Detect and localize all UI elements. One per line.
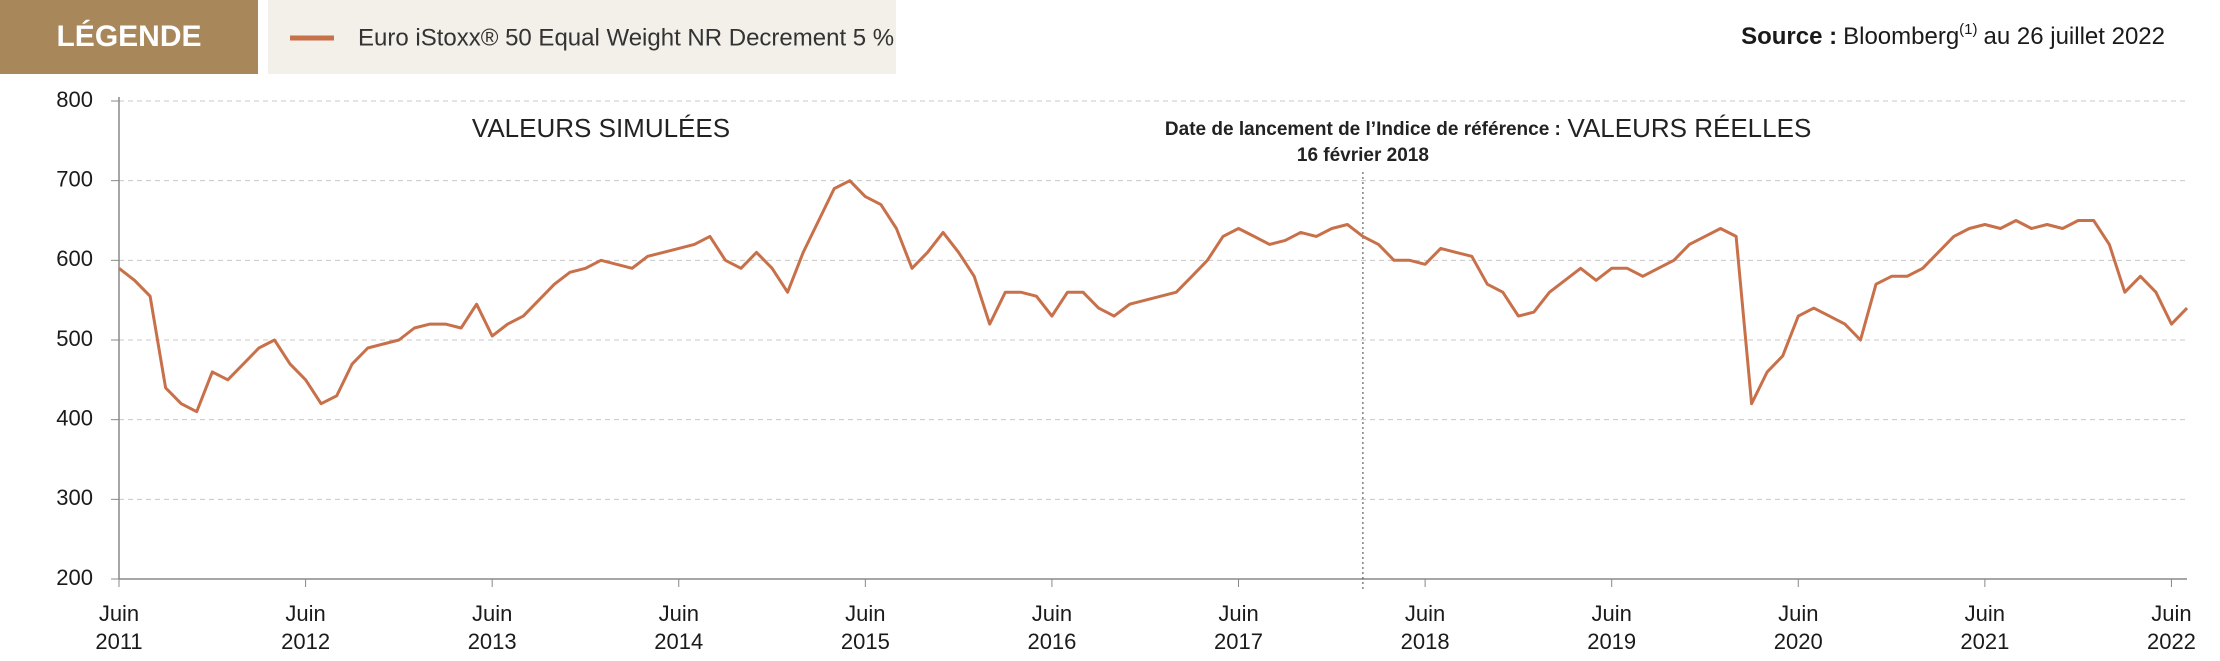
y-tick-label: 200 [56,565,93,590]
x-tick-label-line: 2015 [841,629,890,654]
x-tick-label-line: 2014 [654,629,703,654]
x-tick-label-line: 2018 [1401,629,1450,654]
annotation: VALEURS RÉELLES [1568,113,1812,143]
x-tick-label-line: 2021 [1960,629,2009,654]
x-tick-label: Juin 2012 [281,601,330,654]
y-tick-label: 700 [56,166,93,191]
legend-title: LÉGENDE [56,19,201,53]
x-tick-label-line: 2011 [95,629,142,654]
x-tick-label: Juin 2015 [841,601,890,654]
x-tick-label: Juin 2016 [1027,601,1076,654]
x-tick-label: Juin 2021 [1960,601,2009,654]
y-tick-label: 500 [56,326,93,351]
legend-label: Euro iStoxx® 50 Equal Weight NR Decremen… [358,24,894,51]
source-label: Source : [1741,23,1837,50]
x-tick-label: Juin 2011 [95,601,142,654]
launch-label: 16 février 2018 [1297,145,1429,166]
x-tick-label-line: 2019 [1587,629,1636,654]
x-tick-label-line: 2012 [281,629,330,654]
x-tick-label: Juin 2017 [1214,601,1263,654]
source-text: Bloomberg [1843,23,1959,50]
y-tick-label: 400 [56,405,93,430]
launch-label: Date de lancement de l’Indice de référen… [1165,119,1561,140]
x-tick-label-line: 2020 [1774,629,1823,654]
x-tick-label: Juin 2013 [468,601,517,654]
x-tick-label-line: Juin [845,601,885,626]
x-tick-label-line: Juin [1965,601,2005,626]
x-tick-label-line: 2017 [1214,629,1263,654]
annotation: VALEURS SIMULÉES [472,113,730,143]
legend-title-box [0,0,258,74]
series-line [118,179,2189,414]
x-tick-label-line: 2022 [2147,629,2196,654]
x-tick-label: Juin 2018 [1401,601,1450,654]
x-tick-label-line: Juin [285,601,325,626]
x-tick-label-line: Juin [1405,601,1445,626]
x-tick-label: Juin 2014 [654,601,703,654]
source-note: (1) [1959,21,1977,38]
x-tick-label-line: 2013 [468,629,517,654]
legend-box [268,0,896,74]
x-tick-label: Juin 2022 [2147,601,2196,654]
y-tick-label: 600 [56,246,93,271]
x-tick-label-line: Juin [2151,601,2191,626]
x-tick-label-line: 2016 [1027,629,1076,654]
x-tick-label: Juin 2020 [1774,601,1823,654]
y-tick-label: 800 [56,87,93,112]
source-date: au 26 juillet 2022 [1984,23,2165,50]
x-tick-label-line: Juin [659,601,699,626]
x-tick-label-line: Juin [1778,601,1818,626]
source: Source : Bloomberg(1) au 26 juillet 2022 [1741,21,2165,50]
y-tick-label: 300 [56,485,93,510]
x-tick-label-line: Juin [1218,601,1258,626]
x-tick-label-line: Juin [1032,601,1072,626]
x-tick-label-line: Juin [472,601,512,626]
x-tick-label-line: Juin [1592,601,1632,626]
x-tick-label-line: Juin [99,601,139,626]
x-tick-label: Juin 2019 [1587,601,1636,654]
